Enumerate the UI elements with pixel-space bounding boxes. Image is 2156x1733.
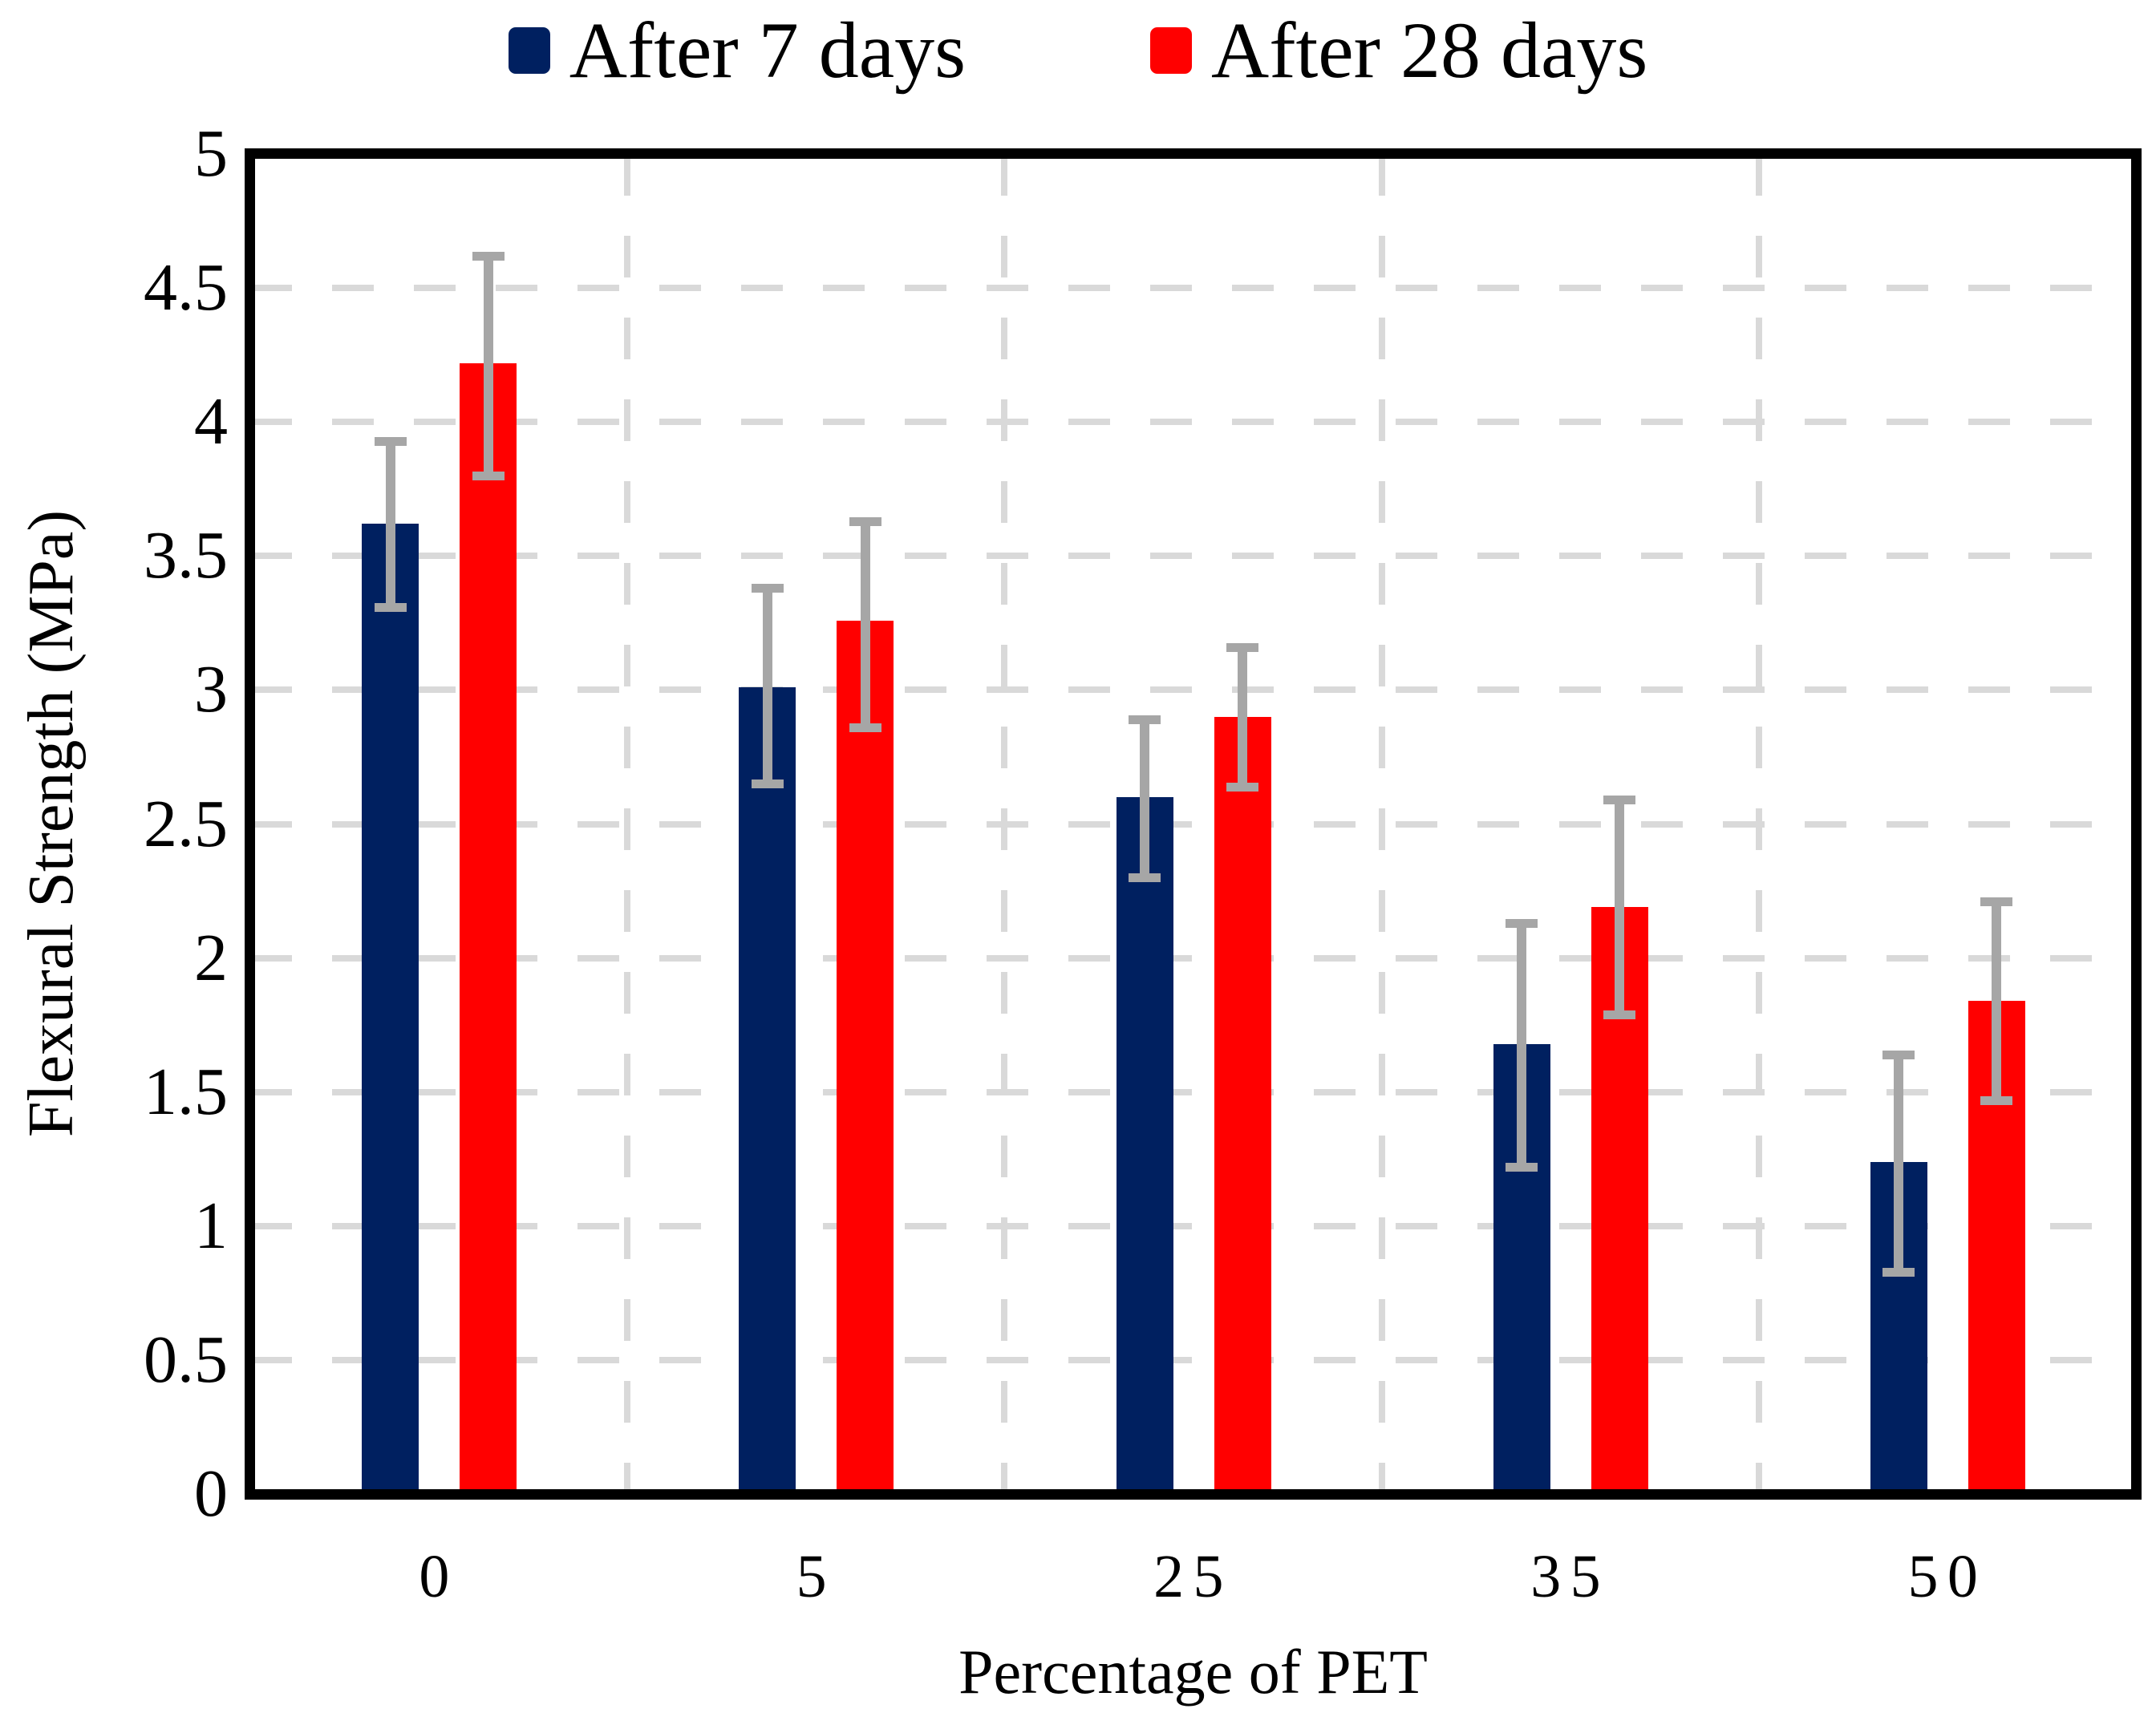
error-bar-whisker (483, 255, 493, 476)
gridline-vertical (1755, 154, 1762, 1494)
legend-swatch-after-7-days-icon (508, 27, 550, 74)
error-bar-cap (374, 602, 407, 612)
error-bar-whisker (1140, 719, 1149, 878)
error-bar-whisker (1992, 901, 2002, 1100)
error-bar-cap (1603, 1010, 1636, 1019)
error-bar-cap (751, 584, 784, 593)
y-tick-label: 1 (194, 1188, 228, 1263)
legend-label-after-7-days: After 7 days (569, 6, 966, 95)
y-tick-label: 1.5 (144, 1054, 228, 1129)
y-axis-tick-labels: 5 4.5 4 3.5 3 2.5 2 1.5 1 0.5 0 (0, 120, 228, 1528)
y-tick-label: 4.5 (144, 250, 228, 326)
error-bar-cap (1882, 1267, 1915, 1277)
bar-28days-0pct (460, 362, 517, 1494)
error-bar-cap (1129, 873, 1161, 883)
gridline-vertical (624, 154, 631, 1494)
bar-7days-0pct (362, 524, 419, 1494)
error-bar-cap (1129, 715, 1161, 725)
x-tick-label: 35 (1530, 1543, 1611, 1610)
gridline-horizontal (250, 1356, 2136, 1363)
gridline-horizontal (250, 1222, 2136, 1229)
legend: After 7 days After 28 days (0, 6, 2156, 95)
gridline-horizontal (250, 285, 2136, 292)
error-bar-whisker (1238, 646, 1247, 787)
legend-label-after-28-days: After 28 days (1211, 6, 1648, 95)
error-bar-cap (472, 251, 505, 261)
error-bar-cap (1506, 1163, 1538, 1172)
error-bar-cap (472, 472, 505, 481)
error-bar-whisker (860, 520, 870, 728)
error-bar-whisker (385, 440, 395, 607)
y-tick-label: 3.5 (144, 518, 228, 593)
gridline-horizontal (250, 1088, 2136, 1095)
error-bar-cap (1980, 1095, 2013, 1105)
error-bar-cap (1226, 642, 1258, 652)
x-tick-label: 0 (419, 1543, 459, 1610)
y-tick-label: 3 (194, 652, 228, 727)
y-tick-label: 0 (194, 1456, 228, 1531)
error-bar-cap (849, 516, 881, 526)
x-tick-label: 5 (796, 1543, 836, 1610)
gridline-horizontal (250, 954, 2136, 962)
error-bar-cap (1882, 1050, 1915, 1059)
error-bar-whisker (1517, 923, 1527, 1168)
x-tick-label: 50 (1907, 1543, 1988, 1610)
gridline-vertical (1001, 154, 1008, 1494)
y-tick-label: 2.5 (144, 786, 228, 861)
y-tick-label: 5 (194, 116, 228, 191)
x-tick-label: 25 (1153, 1543, 1233, 1610)
error-bar-cap (1603, 796, 1636, 805)
error-bar-whisker (762, 588, 772, 784)
error-bar-cap (374, 436, 407, 446)
bar-7days-5pct (739, 687, 796, 1494)
y-tick-label: 0.5 (144, 1322, 228, 1397)
error-bar-cap (1980, 897, 2013, 907)
plot-area (250, 154, 2136, 1494)
y-tick-label: 2 (194, 920, 228, 995)
error-bar-whisker (1615, 800, 1625, 1014)
gridline-horizontal (250, 553, 2136, 560)
gridline-horizontal (250, 686, 2136, 694)
error-bar-whisker (1894, 1054, 1904, 1272)
x-axis-tick-labels: 0 5 25 35 50 (250, 1546, 2136, 1634)
legend-item-after-28-days: After 28 days (1150, 6, 1647, 95)
gridline-horizontal (250, 820, 2136, 828)
legend-swatch-after-28-days-icon (1150, 27, 1192, 74)
bar-28days-5pct (837, 620, 894, 1494)
bar-28days-25pct (1214, 716, 1271, 1494)
legend-item-after-7-days: After 7 days (508, 6, 966, 95)
y-tick-label: 4 (194, 384, 228, 460)
bar-7days-25pct (1116, 797, 1173, 1494)
gridline-horizontal (250, 419, 2136, 426)
x-axis-title: Percentage of PET (958, 1637, 1428, 1707)
error-bar-cap (1226, 782, 1258, 792)
error-bar-cap (1506, 919, 1538, 929)
error-bar-cap (751, 779, 784, 789)
gridline-vertical (1378, 154, 1385, 1494)
error-bar-cap (849, 723, 881, 733)
